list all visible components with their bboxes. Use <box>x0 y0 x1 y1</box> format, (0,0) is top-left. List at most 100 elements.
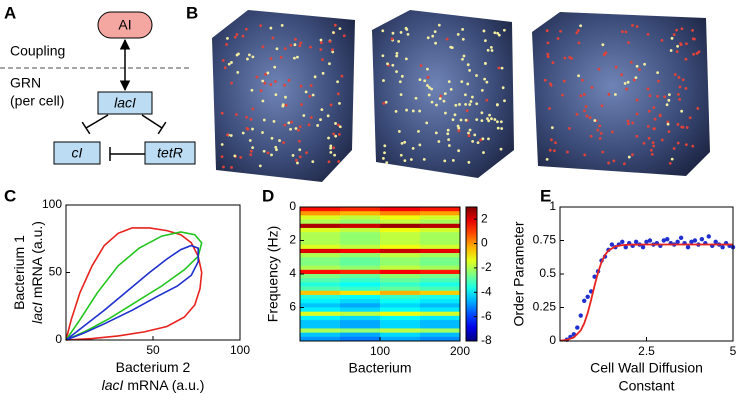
layer-label: (per cell) <box>10 93 64 109</box>
particle <box>266 71 270 75</box>
particle <box>656 94 660 98</box>
particle <box>553 149 556 153</box>
particle <box>462 54 466 58</box>
cube <box>532 12 710 176</box>
point <box>623 245 628 250</box>
point <box>689 239 694 245</box>
particle <box>316 124 320 127</box>
colorbar-tick-label: 0 <box>481 236 488 250</box>
particle <box>563 56 567 60</box>
particle <box>271 36 275 40</box>
heat-cell <box>300 232 341 237</box>
node-box <box>144 141 196 165</box>
heat-cell <box>420 324 461 329</box>
particle <box>685 126 689 129</box>
particle <box>480 111 484 115</box>
particle <box>299 41 303 45</box>
particle <box>405 108 408 112</box>
particle <box>681 125 685 129</box>
heat-cell <box>300 294 341 300</box>
particle <box>248 139 252 142</box>
heat-cell <box>300 253 341 258</box>
particle <box>425 121 429 125</box>
heat-cell <box>380 257 421 262</box>
particle <box>627 155 631 159</box>
particle <box>468 103 472 106</box>
particle <box>459 118 463 122</box>
particle <box>546 55 550 59</box>
particle <box>597 67 601 71</box>
particle <box>398 80 402 84</box>
particle <box>577 74 581 78</box>
particle <box>326 114 330 118</box>
heat-cell <box>420 207 461 212</box>
particle <box>447 138 451 142</box>
particle <box>456 33 460 36</box>
particle <box>627 41 630 45</box>
particle <box>426 75 430 79</box>
particle <box>435 103 438 107</box>
heat-cell <box>420 282 461 287</box>
particle <box>679 43 683 47</box>
particle <box>629 60 633 64</box>
particle <box>464 102 468 106</box>
particle <box>395 52 399 55</box>
node-box <box>97 91 153 115</box>
heat-cell <box>380 320 421 325</box>
particle <box>562 79 566 83</box>
particle <box>681 78 685 82</box>
gene-network: AI Coupling GRN (per cell) lacI cI tetR <box>0 11 196 165</box>
particle <box>550 126 554 130</box>
particle <box>496 103 499 107</box>
heat-cell <box>300 248 341 254</box>
particle <box>332 132 336 136</box>
particle <box>546 41 550 45</box>
particle <box>680 109 684 113</box>
particle <box>634 76 638 80</box>
particle <box>676 92 680 96</box>
particle <box>293 56 296 60</box>
particle <box>262 149 266 153</box>
particle <box>468 69 471 72</box>
particle <box>383 151 386 155</box>
particle <box>274 93 278 97</box>
label-unit: mRNA (a.u.) <box>127 377 204 393</box>
particle <box>660 138 664 142</box>
particle <box>284 103 288 107</box>
particle <box>496 31 500 35</box>
heat-cell <box>420 294 461 300</box>
heat-cell <box>300 299 341 304</box>
particle <box>684 87 688 90</box>
colorbar-tick-label: -6 <box>481 309 492 323</box>
particle <box>631 153 634 157</box>
heat-cell <box>340 294 381 300</box>
particle <box>283 83 286 87</box>
inhibition-bar <box>157 121 167 135</box>
panel-label: C <box>4 186 16 205</box>
particle <box>651 141 655 145</box>
particle <box>404 57 408 61</box>
particle <box>648 94 652 98</box>
heat-cell <box>300 215 341 220</box>
heat-cell <box>420 328 461 333</box>
particle <box>337 123 340 127</box>
heat-cell <box>420 261 461 266</box>
particle <box>673 73 677 76</box>
particle <box>337 132 341 136</box>
particle <box>332 146 336 150</box>
particle <box>255 75 259 79</box>
point <box>644 239 649 245</box>
particle <box>575 112 579 116</box>
point <box>720 245 725 250</box>
particle <box>548 107 551 110</box>
particle <box>688 116 692 120</box>
inhibition <box>85 114 109 129</box>
particle <box>646 87 650 91</box>
heat-cell <box>380 265 421 271</box>
particle <box>385 161 389 165</box>
particle <box>583 109 586 113</box>
particle <box>467 160 471 164</box>
particle <box>244 27 248 31</box>
particle <box>275 148 278 152</box>
particle <box>226 133 229 137</box>
